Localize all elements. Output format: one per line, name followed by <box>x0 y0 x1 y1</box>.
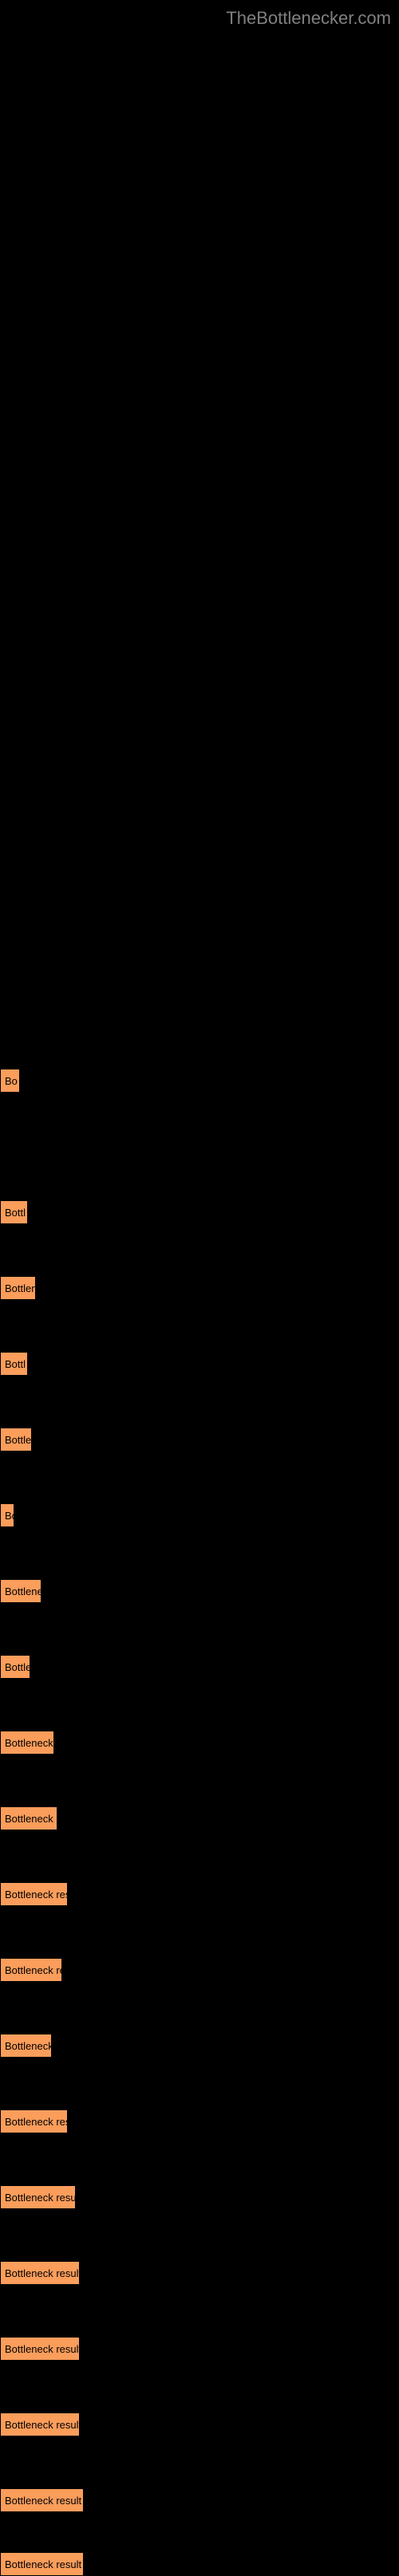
bottleneck-bar: Bottleneck result <box>0 2488 84 2512</box>
bottleneck-bar: Bottleneck result <box>0 2109 68 2133</box>
bottleneck-bar: Bc <box>0 1503 14 1527</box>
bottleneck-bar: Bottleneck result <box>0 2185 76 2209</box>
bar-item: Bottleneck r <box>0 2034 52 2058</box>
bottleneck-bar: Bottl <box>0 1200 28 1224</box>
bottleneck-bar: Bottleneck result <box>0 1882 68 1906</box>
bar-item: Bottleneck result <box>0 2488 84 2512</box>
bottleneck-bar: Bottleneck r <box>0 2034 52 2058</box>
bar-item: Bottleneck resu <box>0 1958 62 1982</box>
bar-item: Bottleneck re <box>0 1731 54 1755</box>
bar-item: Bottleneck result <box>0 2337 80 2361</box>
bar-item: Bottleneck result <box>0 2185 76 2209</box>
bar-item: Bottl <box>0 1352 28 1376</box>
bar-item: Bo <box>0 1069 20 1093</box>
bottleneck-bar: Bottlene <box>0 1276 36 1300</box>
bar-item: Bottlec <box>0 1428 32 1451</box>
bottleneck-bar: Bottleneck res <box>0 1806 57 1830</box>
bottleneck-bar: Bottleneck result <box>0 2552 84 2576</box>
bottleneck-bar: Bottleneck result <box>0 2337 80 2361</box>
bottleneck-bar: Bottleneck resu <box>0 1958 62 1982</box>
bar-item: Bottleneck result <box>0 2413 80 2436</box>
bottleneck-bar: Bottlenec <box>0 1579 41 1603</box>
bar-item: Bottleneck res <box>0 1806 57 1830</box>
bottleneck-bar: Bottl <box>0 1352 28 1376</box>
bottleneck-bar: Bottlec <box>0 1428 32 1451</box>
bar-item: Bottle <box>0 1655 30 1679</box>
bottleneck-bar: Bottleneck result <box>0 2261 80 2285</box>
bottleneck-bar: Bottle <box>0 1655 30 1679</box>
bar-item: Bottlene <box>0 1276 36 1300</box>
bar-item: Bc <box>0 1503 14 1527</box>
bar-item: Bottleneck result <box>0 2109 68 2133</box>
bar-item: Bottleneck result <box>0 2552 84 2576</box>
bottleneck-bar: Bo <box>0 1069 20 1093</box>
bar-item: Bottleneck result <box>0 1882 68 1906</box>
bottleneck-bar: Bottleneck re <box>0 1731 54 1755</box>
bottleneck-bar: Bottleneck result <box>0 2413 80 2436</box>
bar-item: Bottl <box>0 1200 28 1224</box>
bar-item: Bottleneck result <box>0 2261 80 2285</box>
bar-item: Bottlenec <box>0 1579 41 1603</box>
watermark-text: TheBottlenecker.com <box>226 8 391 29</box>
